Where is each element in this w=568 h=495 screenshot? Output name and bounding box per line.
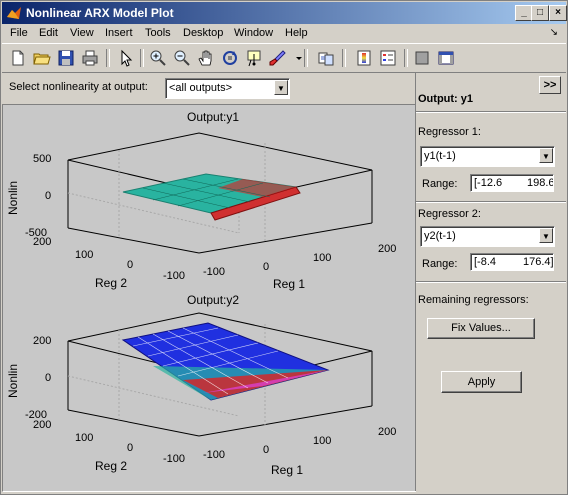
save-icon[interactable] [56,48,76,68]
apply-button[interactable]: Apply [441,371,522,393]
plot1-reg1-tick-200: 200 [378,243,396,255]
close-button[interactable]: × [549,5,567,21]
plot2-xlabel: Reg 1 [271,463,303,477]
plot1-title: Output:y1 [187,110,240,124]
plot2-grid [67,324,266,426]
plot2-reg1-tick-200: 200 [378,426,396,438]
pointer-icon[interactable] [116,48,136,68]
chevron-down-icon[interactable]: ▼ [274,80,288,95]
menu-bar: File Edit View Insert Tools Desktop Wind… [2,24,566,43]
plot2-axes: 200 0 -200 Nonlin 200 100 0 -100 -100 0 … [6,312,396,477]
rotate-icon[interactable] [220,48,240,68]
output-select[interactable]: <all outputs> ▼ [165,78,290,99]
dock-arrow-icon[interactable]: ↘ [549,27,558,38]
plot2-title: Output:y2 [187,293,240,307]
plot2-reg2-tick-0: 0 [127,442,133,454]
plot2-ylabel: Reg 2 [95,459,127,473]
menu-edit[interactable]: Edit [39,27,58,39]
plot-area: Output:y1 [2,104,416,492]
menu-desktop[interactable]: Desktop [183,27,224,39]
plot1-reg2-tick-100: 100 [75,249,93,261]
plot2-surface [121,322,330,401]
link-icon[interactable] [316,48,336,68]
regressor2-range-label: Range: [422,258,458,270]
open-icon[interactable] [32,48,52,68]
remaining-regressors-label: Remaining regressors: [418,294,529,306]
fix-values-button[interactable]: Fix Values... [427,318,535,339]
brush-dropdown-icon[interactable] [289,48,302,68]
plot1-ztick-500: 500 [33,153,51,165]
menu-help[interactable]: Help [285,27,308,39]
plot2-reg1-tick-neg100: -100 [203,449,225,461]
regressor1-select-value: y1(t-1) [424,150,456,162]
plot2-ztick-200: 200 [33,335,51,347]
chevron-down-icon[interactable]: ▼ [539,228,553,243]
output-selector-row: Select nonlinearity at output: <all outp… [2,73,415,103]
plot1-surface [122,173,301,221]
maximize-button[interactable]: □ [531,5,549,21]
menu-window[interactable]: Window [234,27,274,39]
regressor2-select-value: y2(t-1) [424,230,456,242]
new-icon[interactable] [8,48,28,68]
plot1-reg2-tick-200: 200 [33,236,51,248]
chevron-down-icon[interactable]: ▼ [539,148,553,163]
pan-icon[interactable] [196,48,216,68]
brush-icon[interactable] [268,48,288,68]
regressor1-label: Regressor 1: [418,126,481,138]
menu-view[interactable]: View [70,27,94,39]
plot2-reg2-tick-100: 100 [75,432,93,444]
regressor2-label: Regressor 2: [418,208,481,220]
plot1-ylabel: Reg 2 [95,276,127,290]
plot1-zlabel: Nonlin [6,181,20,215]
plot2-reg2-tick-200: 200 [33,419,51,431]
plot2-ztick-neg200: -200 [25,409,47,421]
output-selector-label: Select nonlinearity at output: [9,81,148,93]
menu-file[interactable]: File [10,27,28,39]
regressor1-range-min: [-12.6 [474,177,503,189]
output-select-value: <all outputs> [169,82,232,94]
zoom-in-icon[interactable] [148,48,168,68]
data-cursor-icon[interactable] [244,48,264,68]
plot1-reg2-tick-neg100: -100 [163,270,185,282]
regressor-panel [415,73,567,491]
plot2-zlabel: Nonlin [6,364,20,398]
plot1-reg1-tick-neg100: -100 [203,266,225,278]
plot2-reg1-tick-0: 0 [263,444,269,456]
plot2-reg1-tick-100: 100 [313,435,331,447]
regressor2-range-min: [-8.4 [474,256,497,268]
zoom-out-icon[interactable] [172,48,192,68]
window-title: Nonlinear ARX Model Plot [26,6,174,20]
colorbar-icon[interactable] [354,48,374,68]
regressor1-range-max: 198.6 [527,177,554,189]
show-plot-tools-icon[interactable] [436,48,456,68]
menu-tools[interactable]: Tools [145,27,171,39]
collapse-panel-button[interactable]: >> [539,76,561,94]
regressor1-select[interactable]: y1(t-1) ▼ [420,146,555,167]
matlab-icon [7,7,21,19]
legend-icon[interactable] [378,48,398,68]
plot1-ztick-neg500: -500 [25,227,47,239]
print-icon[interactable] [80,48,100,68]
plot2-ztick-0: 0 [45,372,51,384]
title-bar: Nonlinear ARX Model Plot _ □ × [2,2,567,24]
plot1-reg1-tick-0: 0 [263,261,269,273]
menu-insert[interactable]: Insert [105,27,133,39]
hide-plot-tools-icon[interactable] [412,48,432,68]
panel-header: Output: y1 [418,93,473,105]
plot2-reg2-tick-neg100: -100 [163,453,185,465]
regressor1-range-label: Range: [422,178,458,190]
regressor2-select[interactable]: y2(t-1) ▼ [420,226,555,247]
regressor2-range-max: 176.4] [523,256,554,268]
plot1-ztick-0: 0 [45,190,51,202]
plot1-reg2-tick-0: 0 [127,259,133,271]
regressor1-range-input[interactable]: [-12.6 198.6 [470,174,554,192]
plot1-axes: 500 0 -500 Nonlin 200 100 0 -100 -100 0 … [6,132,396,291]
regressor2-range-input[interactable]: [-8.4 176.4] [470,253,554,271]
toolbar [2,43,566,73]
plot1-xlabel: Reg 1 [273,277,305,291]
plot1-reg1-tick-100: 100 [313,252,331,264]
